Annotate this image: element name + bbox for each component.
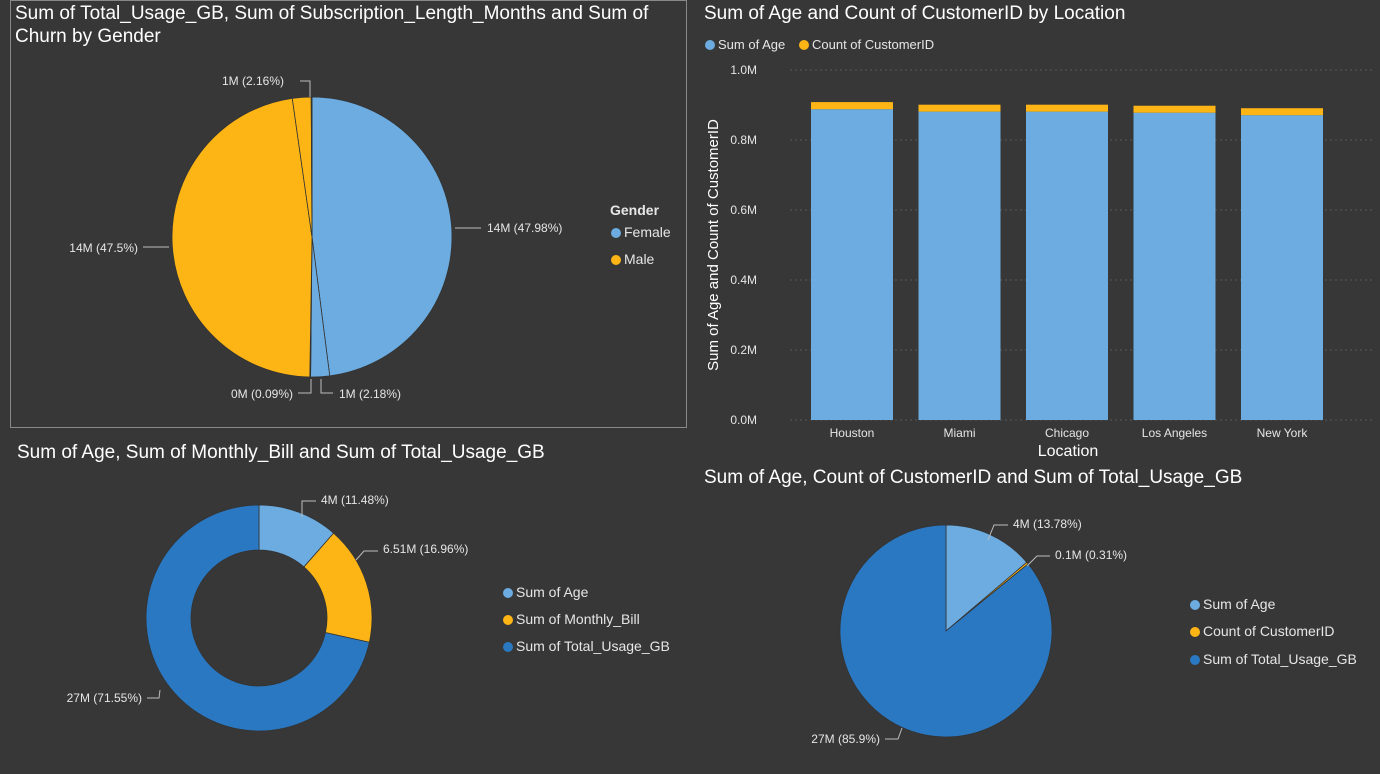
bar-sum-of-age[interactable]: [811, 109, 893, 420]
gender-legend: Gender Female Male: [610, 202, 671, 267]
y-tick-label: 0.8M: [730, 133, 757, 147]
location-bar-title: Sum of Age and Count of CustomerID by Lo…: [704, 3, 1126, 24]
legend-dot-sum-age: [1190, 600, 1200, 610]
donut-slice-label: 27M (71.55%): [67, 691, 142, 705]
pie2-title: Sum of Age, Count of CustomerID and Sum …: [704, 467, 1243, 488]
x-tick-label: Chicago: [1045, 426, 1089, 440]
pie2-slice-label: 0.1M (0.31%): [1055, 548, 1127, 562]
legend-sum-of-age[interactable]: Sum of Age: [718, 37, 785, 52]
y-tick-label: 0.4M: [730, 273, 757, 287]
pie2-labels: 4M (13.78%) 0.1M (0.31%) 27M (85.9%): [811, 517, 1127, 746]
gender-pie-title: Sum of Total_Usage_GB, Sum of Subscripti…: [15, 3, 649, 47]
donut-title: Sum of Age, Sum of Monthly_Bill and Sum …: [17, 442, 545, 463]
legend-dot-sum-age: [503, 588, 513, 598]
donut-legend: Sum of Age Sum of Monthly_Bill Sum of To…: [503, 584, 670, 654]
legend-female[interactable]: Female: [624, 224, 671, 240]
x-tick-label: Miami: [944, 426, 976, 440]
gender-slice-label: 14M (47.5%): [69, 241, 138, 255]
gender-pie-slice[interactable]: [311, 96, 453, 377]
legend-count-of-customerid[interactable]: Count of CustomerID: [1203, 623, 1335, 639]
legend-dot-total-usage: [1190, 655, 1200, 665]
y-axis-title: Sum of Age and Count of CustomerID: [705, 119, 722, 371]
pie2-legend: Sum of Age Count of CustomerID Sum of To…: [1190, 596, 1357, 667]
x-tick-label: Los Angeles: [1142, 426, 1207, 440]
donut-slice[interactable]: [145, 504, 370, 732]
legend-dot-sum-age: [705, 40, 715, 50]
gender-pie-labels: 1M (2.16%) 14M (47.98%) 14M (47.5%) 0M (…: [69, 74, 562, 401]
bar-sum-of-age[interactable]: [1026, 111, 1108, 421]
legend-sum-of-total-usage[interactable]: Sum of Total_Usage_GB: [1203, 651, 1357, 667]
gender-pie-panel[interactable]: [10, 0, 687, 428]
bar-count-of-customerid[interactable]: [918, 104, 1001, 112]
x-tick-label: Houston: [830, 426, 875, 440]
legend-dot-monthly-bill: [503, 615, 513, 625]
bar-count-of-customerid[interactable]: [1133, 105, 1216, 113]
y-tick-label: 0.6M: [730, 203, 757, 217]
legend-dot-count-customer: [1190, 627, 1200, 637]
bar-count-of-customerid[interactable]: [1241, 108, 1323, 116]
legend-dot-female: [611, 228, 621, 238]
gender-legend-title: Gender: [610, 202, 660, 218]
bar-sum-of-age[interactable]: [1241, 115, 1323, 421]
bar-x-ticks: Houston Miami Chicago Los Angeles New Yo…: [830, 426, 1309, 440]
x-tick-label: New York: [1257, 426, 1309, 440]
legend-sum-of-age[interactable]: Sum of Age: [1203, 596, 1276, 612]
bar-sum-of-age[interactable]: [1133, 112, 1216, 420]
gender-slice-label: 1M (2.16%): [222, 74, 284, 88]
gender-slice-label: 14M (47.98%): [487, 221, 562, 235]
bar-y-ticks: 0.0M 0.2M 0.4M 0.6M 0.8M 1.0M: [730, 63, 757, 427]
pie2-slice-label: 4M (13.78%): [1013, 517, 1082, 531]
bar-count-of-customerid[interactable]: [811, 102, 893, 110]
pie2-slice-label: 27M (85.9%): [811, 732, 880, 746]
donut-slice-label: 6.51M (16.96%): [383, 542, 468, 556]
bar-series[interactable]: [811, 102, 1323, 421]
x-axis-title: Location: [1038, 443, 1099, 460]
legend-dot-count-customer: [799, 40, 809, 50]
bar-legend: Sum of Age Count of CustomerID: [705, 37, 934, 52]
legend-sum-of-monthly-bill[interactable]: Sum of Monthly_Bill: [516, 611, 640, 627]
legend-dot-male: [611, 255, 621, 265]
y-tick-label: 1.0M: [730, 63, 757, 77]
legend-dot-total-usage: [503, 642, 513, 652]
gender-pie-slice[interactable]: [310, 96, 313, 238]
pie2-slice[interactable]: [839, 524, 1053, 738]
donut-slice-label: 4M (11.48%): [321, 493, 389, 507]
donut-labels: 4M (11.48%) 6.51M (16.96%) 27M (71.55%): [67, 493, 469, 705]
gender-slice-label: 0M (0.09%): [231, 387, 293, 401]
legend-count-of-customerid[interactable]: Count of CustomerID: [812, 37, 934, 52]
bar-count-of-customerid[interactable]: [1026, 104, 1108, 112]
legend-sum-of-age[interactable]: Sum of Age: [516, 584, 589, 600]
legend-male[interactable]: Male: [624, 251, 655, 267]
legend-sum-of-total-usage[interactable]: Sum of Total_Usage_GB: [516, 638, 670, 654]
gender-slice-label: 1M (2.18%): [339, 387, 401, 401]
y-tick-label: 0.0M: [730, 413, 757, 427]
bar-sum-of-age[interactable]: [918, 111, 1001, 421]
gender-pie-slice[interactable]: [171, 97, 313, 378]
y-tick-label: 0.2M: [730, 343, 757, 357]
